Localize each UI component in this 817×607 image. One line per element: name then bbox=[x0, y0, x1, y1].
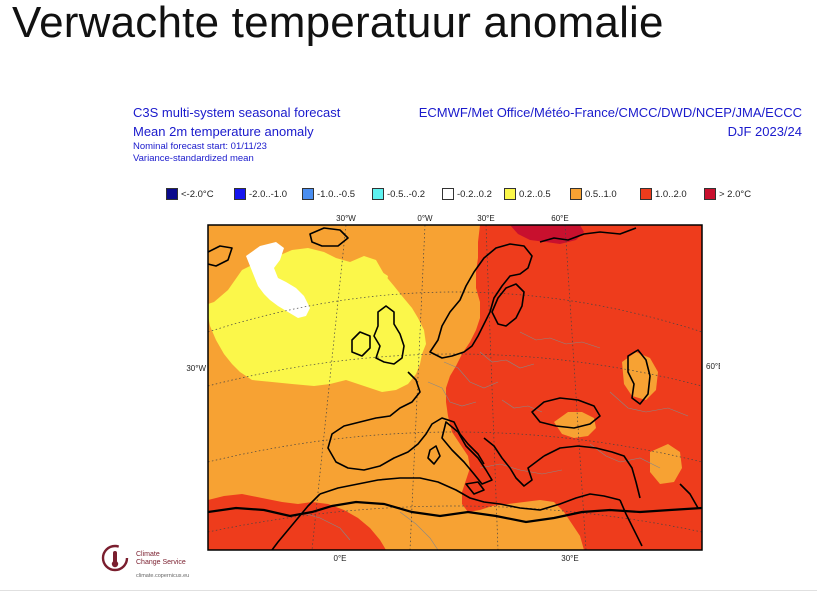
coastlines bbox=[208, 227, 699, 550]
field-orange-north-africa bbox=[386, 518, 476, 550]
coast-africa-west bbox=[271, 493, 321, 550]
climate-logo-icon bbox=[101, 544, 129, 572]
anomaly-map: 30°W 0°W 30°E 60°E 0°E 30°E 30°W 60°E bbox=[180, 212, 723, 564]
coast-persian-gulf bbox=[679, 483, 699, 509]
legend-label: -1.0..-0.5 bbox=[317, 188, 356, 200]
logo-url: climate.copernicus.eu bbox=[136, 573, 190, 579]
legend-label: > 2.0°C bbox=[719, 188, 752, 200]
field-orange-levant bbox=[650, 444, 682, 484]
forecast-header-left: C3S multi-system seasonal forecast Mean … bbox=[133, 103, 340, 165]
coast-greenland bbox=[208, 245, 233, 267]
legend-item: -2.0..-1.0 bbox=[234, 187, 287, 201]
border-line bbox=[589, 443, 661, 469]
legend-label: 1.0..2.0 bbox=[655, 188, 687, 200]
field-orange-turkey bbox=[554, 412, 596, 438]
coast-black-sea bbox=[531, 397, 601, 429]
lat-label-left: 30°W bbox=[186, 364, 206, 373]
legend-label: 0.5..1.0 bbox=[585, 188, 617, 200]
slide-title: Verwachte temperatuur anomalie bbox=[12, 0, 664, 47]
coast-ireland bbox=[351, 331, 371, 357]
coast-west-europe bbox=[327, 371, 485, 471]
coast-great-britain bbox=[373, 305, 405, 365]
legend-item: > 2.0°C bbox=[704, 187, 751, 201]
lon-label-bottom: 30°E bbox=[561, 554, 578, 563]
coast-arctic-russia bbox=[539, 227, 637, 243]
coast-red-sea bbox=[619, 499, 643, 547]
lon-label-bottom: 0°E bbox=[334, 554, 347, 563]
header-variance-note: Variance-standardized mean bbox=[133, 153, 254, 164]
coast-sicily bbox=[465, 481, 485, 495]
legend-label: -0.2..0.2 bbox=[457, 188, 492, 200]
legend-swatch bbox=[234, 188, 246, 200]
coast-scandinavia bbox=[429, 243, 533, 359]
legend-item: -0.5..-0.2 bbox=[372, 187, 425, 201]
legend-swatch bbox=[302, 188, 314, 200]
lon-label-top: 60°E bbox=[551, 214, 568, 223]
header-season: DJF 2023/24 bbox=[727, 124, 802, 139]
anomaly-fields bbox=[208, 225, 702, 550]
border-line bbox=[427, 381, 477, 407]
coast-north-africa bbox=[319, 477, 621, 511]
coast-iceland bbox=[309, 227, 349, 247]
border-line bbox=[443, 361, 499, 389]
legend-swatch bbox=[442, 188, 454, 200]
legend-swatch bbox=[570, 188, 582, 200]
coast-finland bbox=[491, 283, 525, 327]
header-variable-title: Mean 2m temperature anomaly bbox=[133, 124, 314, 139]
legend-label: 0.2..0.5 bbox=[519, 188, 551, 200]
border-line bbox=[479, 351, 535, 369]
legend-label: -0.5..-0.2 bbox=[387, 188, 426, 200]
legend-item: 1.0..2.0 bbox=[640, 187, 687, 201]
map-frame bbox=[207, 224, 703, 551]
graticule-lat-low bbox=[208, 431, 702, 463]
header-system-title: C3S multi-system seasonal forecast bbox=[133, 105, 341, 120]
lon-label-top: 30°W bbox=[336, 214, 356, 223]
legend-swatch bbox=[504, 188, 516, 200]
forecast-header-right: ECMWF/Met Office/Météo-France/CMCC/DWD/N… bbox=[419, 103, 802, 141]
lon-label-top: 0°W bbox=[417, 214, 433, 223]
header-centres: ECMWF/Met Office/Météo-France/CMCC/DWD/N… bbox=[418, 105, 802, 120]
lat-label-right: 60°E bbox=[706, 362, 720, 371]
coast-sardinia bbox=[427, 445, 441, 465]
legend-item: -0.2..0.2 bbox=[442, 187, 492, 201]
legend-swatch bbox=[166, 188, 178, 200]
north-africa-boundary bbox=[208, 500, 702, 524]
legend-item: 0.5..1.0 bbox=[570, 187, 617, 201]
legend-swatch bbox=[372, 188, 384, 200]
border-line bbox=[479, 463, 563, 475]
border-line bbox=[299, 511, 351, 541]
slide-bottom-divider bbox=[0, 590, 817, 591]
logo-text: Climate Change Service bbox=[136, 551, 186, 567]
legend-label: -2.0..-1.0 bbox=[249, 188, 288, 200]
field-red-sahara bbox=[208, 494, 386, 550]
field-yellow-small bbox=[360, 268, 388, 288]
legend-item: -1.0..-0.5 bbox=[302, 187, 355, 201]
logo-line1: Climate bbox=[136, 551, 160, 558]
field-white-atlantic bbox=[246, 242, 310, 318]
legend-item: <-2.0°C bbox=[166, 187, 214, 201]
header-forecast-start: Nominal forecast start: 01/11/23 bbox=[133, 141, 267, 152]
legend-swatch bbox=[640, 188, 652, 200]
legend-label: <-2.0°C bbox=[181, 188, 214, 200]
coast-balkans bbox=[483, 437, 545, 487]
border-line bbox=[609, 391, 689, 417]
coast-anatolia bbox=[543, 445, 641, 499]
logo-line2: Change Service bbox=[136, 559, 186, 566]
border-line bbox=[399, 511, 439, 550]
legend-swatch bbox=[704, 188, 716, 200]
climate-change-service-logo: Climate Change Service climate.copernicu… bbox=[100, 543, 210, 583]
graticule-lat-south bbox=[208, 505, 702, 533]
legend-item: 0.2..0.5 bbox=[504, 187, 551, 201]
coast-italy bbox=[441, 421, 493, 485]
border-line bbox=[519, 331, 601, 349]
lon-label-top: 30°E bbox=[477, 214, 494, 223]
anomaly-map-svg: 30°W 0°W 30°E 60°E 0°E 30°E 30°W 60°E bbox=[186, 214, 723, 563]
country-borders bbox=[299, 331, 689, 550]
coast-caspian bbox=[627, 349, 651, 405]
